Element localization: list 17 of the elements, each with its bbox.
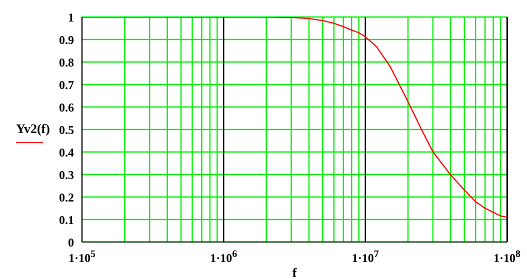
y-tick-label: 0.1 [59, 212, 74, 227]
y-tick-label: 0.4 [59, 145, 74, 160]
y-tick-label: 0.7 [59, 78, 74, 92]
y-axis-title: Yv2(f) [16, 121, 50, 137]
y-tick-label: 0.3 [59, 168, 74, 182]
y-tick-label: 0.2 [59, 190, 74, 204]
y-tick-label: 0.8 [59, 55, 74, 70]
x-tick-label: 1·10$^{8}$ [493, 248, 521, 265]
x-axis-title: f [292, 265, 298, 279]
y-tick-label: 0.5 [59, 122, 74, 137]
x-tick-label: 1·10$^{5}$ [68, 248, 96, 265]
y-tick-label: 0 [68, 235, 74, 250]
y-tick-label: 1 [68, 10, 74, 24]
x-tick-label: 1·10$^{7}$ [352, 248, 379, 265]
y-tick-label: 0.9 [59, 32, 74, 47]
x-tick-label: 1·10$^{6}$ [210, 248, 238, 265]
y-tick-label: 0.6 [59, 100, 74, 114]
